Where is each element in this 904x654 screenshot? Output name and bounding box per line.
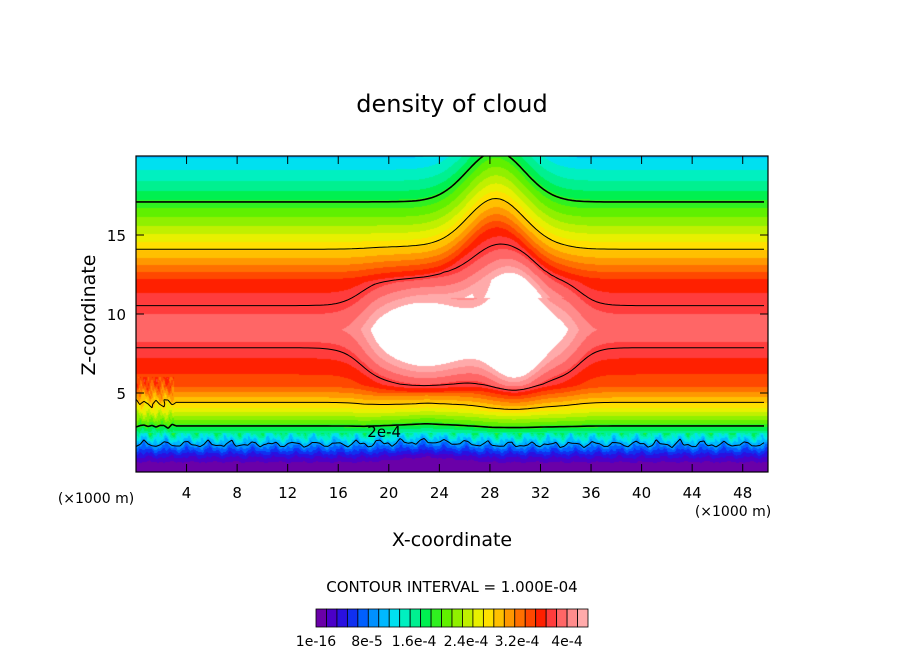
contour-lines bbox=[135, 155, 765, 449]
contour-line bbox=[135, 198, 764, 410]
colorbar-swatch bbox=[545, 608, 558, 628]
colorbar-swatch bbox=[409, 608, 422, 628]
colorbar-swatch bbox=[441, 608, 453, 628]
colorbar-swatch bbox=[462, 608, 474, 628]
x-unit-label: (×1000 m) bbox=[695, 504, 771, 520]
contour-line bbox=[135, 155, 764, 429]
x-tick-label: 28 bbox=[480, 484, 499, 502]
colorbar-swatch bbox=[420, 608, 432, 628]
colorbar-swatch bbox=[535, 608, 547, 628]
x-tick-label: 24 bbox=[430, 484, 449, 502]
plot-area bbox=[135, 155, 768, 472]
colorbar-tick-label: 1e-16 bbox=[296, 634, 336, 650]
colorbar-labels: 1e-16 8e-5 1.6e-4 2.4e-4 3.2e-4 4e-4 bbox=[296, 634, 583, 650]
colorbar-swatch bbox=[503, 608, 516, 628]
colorbar-tick-label: 2.4e-4 bbox=[444, 634, 489, 650]
colorbar-swatch bbox=[315, 608, 327, 628]
colorbar-tick-label: 4e-4 bbox=[551, 634, 583, 650]
x-tick-label: 12 bbox=[278, 484, 297, 502]
y-tick-label: 15 bbox=[107, 227, 126, 245]
y-axis-title: Z-coordinate bbox=[78, 255, 100, 376]
x-tick-label: 44 bbox=[683, 484, 702, 502]
contour-label: 2e-4 bbox=[367, 423, 401, 441]
colorbar-swatch bbox=[482, 608, 495, 628]
colorbar-swatch bbox=[367, 608, 380, 628]
x-tick-label: 8 bbox=[232, 484, 242, 502]
x-tick-label: 16 bbox=[329, 484, 348, 502]
colorbar-swatch bbox=[346, 608, 359, 628]
x-tick-label: 20 bbox=[379, 484, 398, 502]
colorbar bbox=[315, 608, 589, 628]
x-tick-label: 40 bbox=[632, 484, 651, 502]
colorbar-swatch bbox=[493, 608, 505, 628]
y-tick-label: 5 bbox=[116, 385, 126, 403]
colorbar-swatch bbox=[514, 608, 526, 628]
colorbar-swatch bbox=[524, 608, 537, 628]
contour-interval-text: CONTOUR INTERVAL = 1.000E-04 bbox=[326, 578, 577, 596]
x-tick-label: 48 bbox=[733, 484, 752, 502]
x-tick-label: 4 bbox=[182, 484, 192, 502]
contour-line bbox=[136, 243, 764, 391]
colorbar-swatch bbox=[577, 608, 589, 628]
colorbar-swatch bbox=[326, 608, 338, 628]
colorbar-swatch bbox=[472, 608, 484, 628]
colorbar-swatch bbox=[378, 608, 390, 628]
colorbar-swatch bbox=[336, 608, 348, 628]
contour-line bbox=[135, 437, 765, 449]
colorbar-swatch bbox=[357, 608, 369, 628]
colorbar-swatch bbox=[451, 608, 463, 628]
x-axis: 4 8 12 16 20 24 28 32 36 40 44 48 bbox=[182, 156, 752, 502]
x-tick-label: 36 bbox=[581, 484, 600, 502]
y-unit-label: (×1000 m) bbox=[58, 491, 134, 507]
y-tick-label: 10 bbox=[107, 306, 126, 324]
colorbar-tick-label: 8e-5 bbox=[351, 634, 382, 650]
colorbar-swatch bbox=[388, 608, 401, 628]
chart-title: density of cloud bbox=[356, 90, 547, 118]
colorbar-tick-label: 1.6e-4 bbox=[392, 634, 437, 650]
density-field bbox=[136, 156, 768, 472]
colorbar-swatch bbox=[399, 608, 411, 628]
colorbar-tick-label: 3.2e-4 bbox=[495, 634, 540, 650]
colorbar-swatch bbox=[566, 608, 578, 628]
y-axis: 5 10 15 bbox=[107, 227, 768, 403]
colorbar-swatch bbox=[556, 608, 568, 628]
colorbar-swatch bbox=[430, 608, 442, 628]
x-tick-label: 32 bbox=[531, 484, 550, 502]
x-axis-title: X-coordinate bbox=[392, 529, 512, 551]
